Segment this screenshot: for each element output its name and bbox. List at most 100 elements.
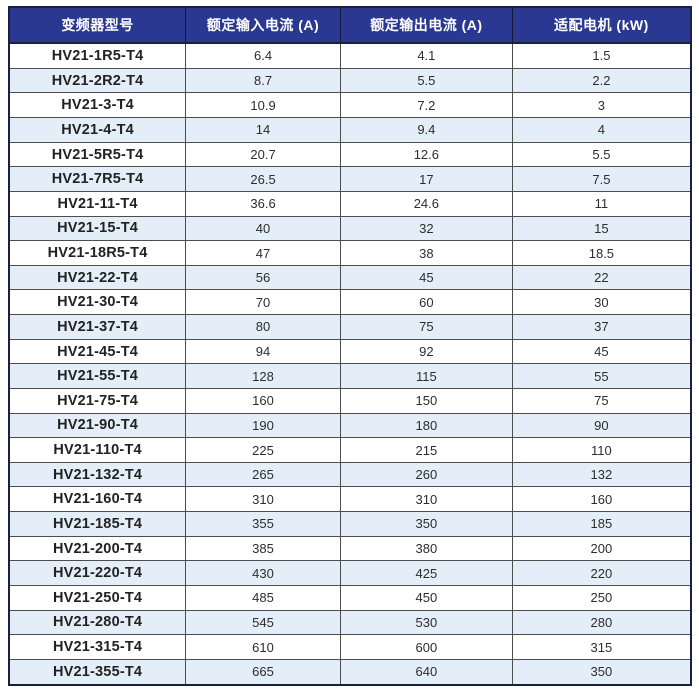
value-cell-adapted-motor: 4 xyxy=(511,117,692,143)
table-row: HV21-55-T4 128 115 55 xyxy=(8,363,692,389)
value-cell-rated-output-current: 530 xyxy=(339,609,513,636)
value-cell-rated-input-current: 94 xyxy=(185,338,341,365)
table-row: HV21-7R5-T4 26.5 17 7.5 xyxy=(8,166,692,192)
value-cell-rated-output-current: 4.1 xyxy=(339,42,513,69)
model-cell: HV21-75-T4 xyxy=(8,387,187,414)
value-cell-adapted-motor: 37 xyxy=(511,314,692,340)
value-cell-rated-input-current: 8.7 xyxy=(185,67,341,94)
table-header: 变频器型号 额定输入电流 (A) 额定输出电流 (A) 适配电机 (kW) xyxy=(8,6,692,44)
value-cell-rated-input-current: 190 xyxy=(185,412,341,439)
value-cell-rated-output-current: 310 xyxy=(339,486,513,513)
table-row: HV21-280-T4 545 530 280 xyxy=(8,609,692,636)
table-row: HV21-30-T4 70 60 30 xyxy=(8,289,692,316)
value-cell-adapted-motor: 132 xyxy=(511,461,692,488)
model-cell: HV21-3-T4 xyxy=(8,92,187,119)
value-cell-rated-input-current: 80 xyxy=(185,314,341,340)
value-cell-rated-input-current: 47 xyxy=(185,240,341,266)
value-cell-rated-output-current: 215 xyxy=(339,437,513,463)
value-cell-rated-output-current: 5.5 xyxy=(339,67,513,94)
table-row: HV21-185-T4 355 350 185 xyxy=(8,511,692,537)
value-cell-rated-input-current: 485 xyxy=(185,584,341,611)
value-cell-rated-output-current: 7.2 xyxy=(339,92,513,119)
value-cell-rated-output-current: 12.6 xyxy=(339,141,513,168)
table-row: HV21-200-T4 385 380 200 xyxy=(8,535,692,562)
value-cell-rated-input-current: 545 xyxy=(185,609,341,636)
value-cell-rated-output-current: 260 xyxy=(339,461,513,488)
value-cell-rated-output-current: 38 xyxy=(339,240,513,266)
value-cell-rated-input-current: 70 xyxy=(185,289,341,316)
table-row: HV21-15-T4 40 32 15 xyxy=(8,215,692,242)
value-cell-rated-input-current: 6.4 xyxy=(185,42,341,69)
model-cell: HV21-110-T4 xyxy=(8,437,187,463)
value-cell-adapted-motor: 250 xyxy=(511,584,692,611)
value-cell-adapted-motor: 30 xyxy=(511,289,692,316)
model-cell: HV21-160-T4 xyxy=(8,486,187,513)
value-cell-adapted-motor: 45 xyxy=(511,338,692,365)
value-cell-adapted-motor: 18.5 xyxy=(511,240,692,266)
value-cell-rated-output-current: 450 xyxy=(339,584,513,611)
model-cell: HV21-220-T4 xyxy=(8,560,187,586)
table-row: HV21-3-T4 10.9 7.2 3 xyxy=(8,92,692,119)
value-cell-rated-output-current: 92 xyxy=(339,338,513,365)
value-cell-adapted-motor: 3 xyxy=(511,92,692,119)
value-cell-rated-output-current: 24.6 xyxy=(339,190,513,217)
table-row: HV21-90-T4 190 180 90 xyxy=(8,412,692,439)
value-cell-rated-input-current: 610 xyxy=(185,634,341,660)
value-cell-rated-output-current: 425 xyxy=(339,560,513,586)
value-cell-rated-input-current: 128 xyxy=(185,363,341,389)
value-cell-rated-input-current: 355 xyxy=(185,511,341,537)
value-cell-rated-output-current: 600 xyxy=(339,634,513,660)
value-cell-rated-input-current: 225 xyxy=(185,437,341,463)
value-cell-rated-input-current: 36.6 xyxy=(185,190,341,217)
value-cell-adapted-motor: 315 xyxy=(511,634,692,660)
table-row: HV21-18R5-T4 47 38 18.5 xyxy=(8,240,692,266)
table-row: HV21-110-T4 225 215 110 xyxy=(8,437,692,463)
value-cell-rated-input-current: 14 xyxy=(185,117,341,143)
model-cell: HV21-30-T4 xyxy=(8,289,187,316)
model-cell: HV21-22-T4 xyxy=(8,264,187,291)
model-cell: HV21-200-T4 xyxy=(8,535,187,562)
table-row: HV21-2R2-T4 8.7 5.5 2.2 xyxy=(8,67,692,94)
table-row: HV21-22-T4 56 45 22 xyxy=(8,264,692,291)
value-cell-rated-output-current: 350 xyxy=(339,511,513,537)
table-row: HV21-250-T4 485 450 250 xyxy=(8,584,692,611)
value-cell-rated-input-current: 20.7 xyxy=(185,141,341,168)
value-cell-adapted-motor: 280 xyxy=(511,609,692,636)
value-cell-rated-output-current: 640 xyxy=(339,658,513,686)
table-row: HV21-355-T4 665 640 350 xyxy=(8,658,692,686)
table-row: HV21-11-T4 36.6 24.6 11 xyxy=(8,190,692,217)
model-cell: HV21-15-T4 xyxy=(8,215,187,242)
value-cell-rated-input-current: 26.5 xyxy=(185,166,341,192)
value-cell-adapted-motor: 2.2 xyxy=(511,67,692,94)
value-cell-adapted-motor: 55 xyxy=(511,363,692,389)
value-cell-adapted-motor: 5.5 xyxy=(511,141,692,168)
value-cell-rated-output-current: 45 xyxy=(339,264,513,291)
value-cell-adapted-motor: 110 xyxy=(511,437,692,463)
value-cell-adapted-motor: 220 xyxy=(511,560,692,586)
value-cell-rated-input-current: 310 xyxy=(185,486,341,513)
model-cell: HV21-11-T4 xyxy=(8,190,187,217)
value-cell-rated-input-current: 665 xyxy=(185,658,341,686)
model-cell: HV21-2R2-T4 xyxy=(8,67,187,94)
model-cell: HV21-250-T4 xyxy=(8,584,187,611)
value-cell-adapted-motor: 160 xyxy=(511,486,692,513)
model-cell: HV21-18R5-T4 xyxy=(8,240,187,266)
column-header-rated-output-current: 额定输出电流 (A) xyxy=(339,6,513,44)
inverter-spec-table: 变频器型号 额定输入电流 (A) 额定输出电流 (A) 适配电机 (kW) HV21-… xyxy=(8,6,692,686)
column-header-rated-input-current: 额定输入电流 (A) xyxy=(185,6,341,44)
table-row: HV21-1R5-T4 6.4 4.1 1.5 xyxy=(8,42,692,69)
value-cell-rated-output-current: 115 xyxy=(339,363,513,389)
table-row: HV21-315-T4 610 600 315 xyxy=(8,634,692,660)
value-cell-rated-input-current: 56 xyxy=(185,264,341,291)
value-cell-rated-output-current: 32 xyxy=(339,215,513,242)
value-cell-rated-input-current: 40 xyxy=(185,215,341,242)
value-cell-adapted-motor: 15 xyxy=(511,215,692,242)
model-cell: HV21-4-T4 xyxy=(8,117,187,143)
table-row: HV21-220-T4 430 425 220 xyxy=(8,560,692,586)
value-cell-adapted-motor: 1.5 xyxy=(511,42,692,69)
column-header-adapted-motor: 适配电机 (kW) xyxy=(511,6,692,44)
value-cell-rated-output-current: 180 xyxy=(339,412,513,439)
value-cell-rated-input-current: 160 xyxy=(185,387,341,414)
value-cell-rated-output-current: 75 xyxy=(339,314,513,340)
table-row: HV21-132-T4 265 260 132 xyxy=(8,461,692,488)
